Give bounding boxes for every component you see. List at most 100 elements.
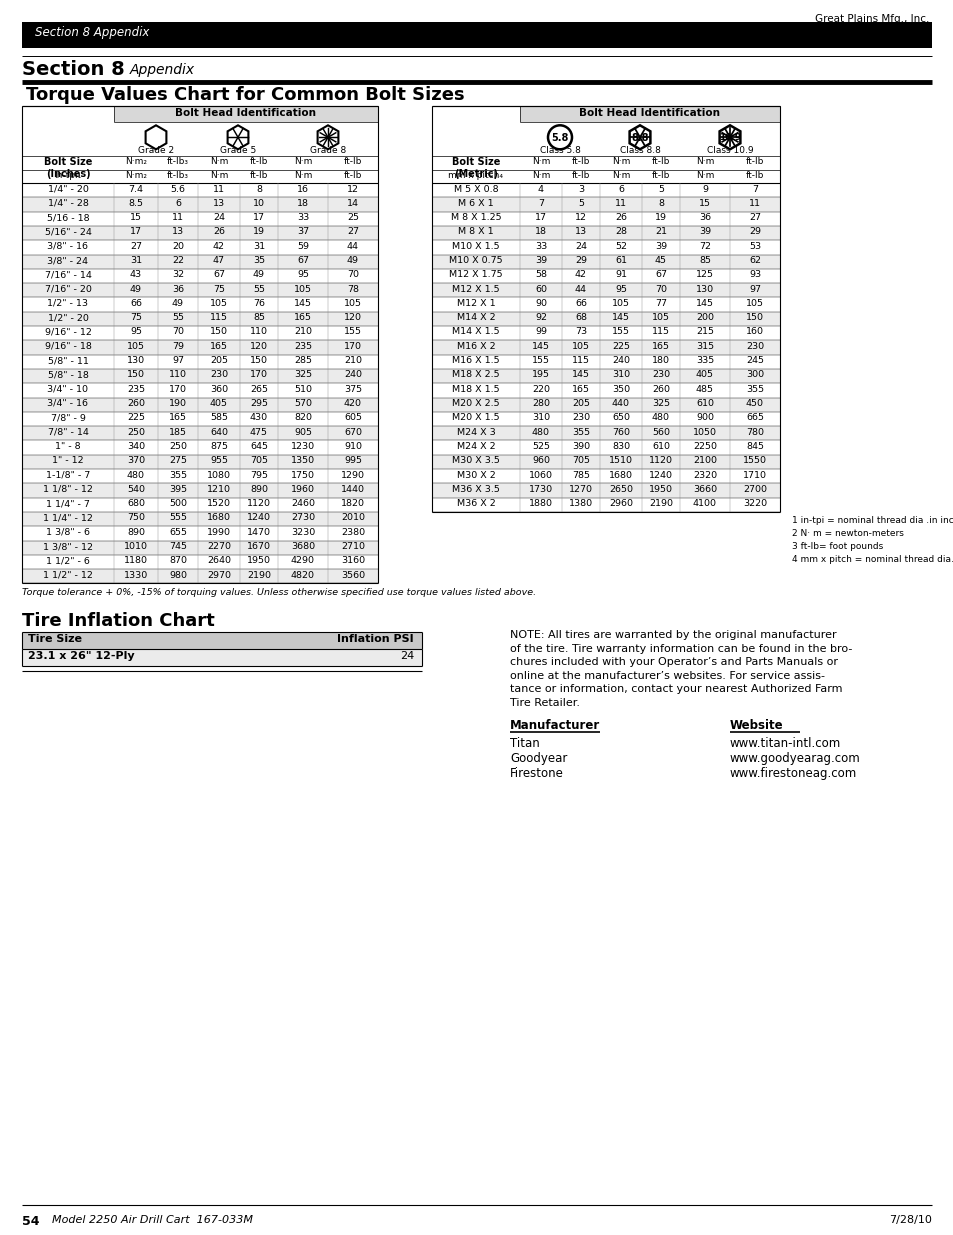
Text: 91: 91 — [615, 270, 626, 279]
Text: 7.4: 7.4 — [129, 184, 143, 194]
Text: 355: 355 — [572, 427, 590, 437]
Text: 215: 215 — [696, 327, 713, 336]
Bar — [22, 469, 377, 483]
Text: 1330: 1330 — [124, 571, 148, 579]
Text: 49: 49 — [130, 284, 142, 294]
Bar — [22, 441, 377, 454]
Text: 125: 125 — [696, 270, 713, 279]
Text: 7/16" - 20: 7/16" - 20 — [45, 284, 91, 294]
Text: 1350: 1350 — [291, 456, 314, 466]
Text: 785: 785 — [572, 471, 589, 479]
Text: 2010: 2010 — [340, 514, 365, 522]
Text: 665: 665 — [745, 414, 763, 422]
Text: 170: 170 — [344, 342, 361, 351]
Text: 120: 120 — [344, 314, 361, 322]
Text: 1520: 1520 — [207, 499, 231, 508]
Text: 155: 155 — [612, 327, 629, 336]
Text: M30 X 3.5: M30 X 3.5 — [452, 456, 499, 466]
Text: 1670: 1670 — [247, 542, 271, 551]
Text: 26: 26 — [213, 227, 225, 236]
Text: in-tpi₁: in-tpi₁ — [54, 170, 82, 180]
Bar — [22, 226, 377, 240]
Text: 1680: 1680 — [608, 471, 633, 479]
Text: 1680: 1680 — [207, 514, 231, 522]
Text: M10 X 1.5: M10 X 1.5 — [452, 242, 499, 251]
Text: M20 X 1.5: M20 X 1.5 — [452, 414, 499, 422]
Text: 105: 105 — [612, 299, 629, 308]
Text: 350: 350 — [611, 384, 629, 394]
Bar — [22, 326, 377, 341]
Text: 160: 160 — [745, 327, 763, 336]
Text: 225: 225 — [612, 342, 629, 351]
Bar — [22, 541, 377, 555]
Text: N·m: N·m — [531, 157, 550, 165]
Bar — [22, 498, 377, 511]
Text: M12 X 1.5: M12 X 1.5 — [452, 284, 499, 294]
Text: ft-lb: ft-lb — [571, 157, 590, 165]
Text: ft-lb: ft-lb — [745, 157, 763, 165]
Text: 145: 145 — [612, 314, 629, 322]
Text: 9/16" - 12: 9/16" - 12 — [45, 327, 91, 336]
Bar — [432, 341, 780, 354]
Text: 85: 85 — [699, 256, 710, 266]
Text: M 6 X 1: M 6 X 1 — [457, 199, 494, 207]
Text: 890: 890 — [127, 527, 145, 537]
Text: Grade 2: Grade 2 — [138, 147, 173, 156]
Bar — [432, 156, 780, 170]
Text: 62: 62 — [748, 256, 760, 266]
Text: 7: 7 — [751, 184, 758, 194]
Text: Titan: Titan — [510, 737, 539, 751]
Bar — [22, 526, 377, 541]
Text: 260: 260 — [127, 399, 145, 408]
Text: 605: 605 — [344, 414, 361, 422]
Text: 26: 26 — [615, 214, 626, 222]
Bar — [22, 298, 377, 311]
Text: 93: 93 — [748, 270, 760, 279]
Bar — [22, 555, 377, 569]
Bar — [432, 198, 780, 211]
Text: Inflation PSI: Inflation PSI — [337, 635, 414, 645]
Text: Manufacturer: Manufacturer — [510, 720, 599, 732]
Text: online at the manufacturer’s websites. For service assis-: online at the manufacturer’s websites. F… — [510, 671, 824, 680]
Text: 15: 15 — [130, 214, 142, 222]
Text: 310: 310 — [611, 370, 629, 379]
Text: M 8 X 1: M 8 X 1 — [457, 227, 494, 236]
Text: N·m: N·m — [294, 157, 312, 165]
Bar — [432, 226, 780, 240]
Text: 165: 165 — [294, 314, 312, 322]
Text: 1 1/2" - 6: 1 1/2" - 6 — [46, 556, 90, 566]
Text: 7: 7 — [537, 199, 543, 207]
Text: 1060: 1060 — [529, 471, 553, 479]
Bar — [113, 106, 377, 122]
Text: 750: 750 — [127, 514, 145, 522]
Text: 53: 53 — [748, 242, 760, 251]
Text: www.titan-intl.com: www.titan-intl.com — [729, 737, 841, 751]
Text: 1750: 1750 — [291, 471, 314, 479]
Text: 205: 205 — [572, 399, 589, 408]
Text: 1/4" - 20: 1/4" - 20 — [48, 184, 89, 194]
Bar — [432, 311, 780, 326]
Text: 285: 285 — [294, 356, 312, 366]
Text: 420: 420 — [344, 399, 361, 408]
Text: 240: 240 — [344, 370, 361, 379]
Text: 265: 265 — [250, 384, 268, 394]
Text: 68: 68 — [575, 314, 586, 322]
Text: Tire Inflation Chart: Tire Inflation Chart — [22, 613, 214, 630]
Text: 405: 405 — [210, 399, 228, 408]
Text: 500: 500 — [169, 499, 187, 508]
Text: 960: 960 — [532, 456, 550, 466]
Text: 780: 780 — [745, 427, 763, 437]
Text: 1/4" - 28: 1/4" - 28 — [48, 199, 89, 207]
Text: 1510: 1510 — [608, 456, 633, 466]
Text: 32: 32 — [172, 270, 184, 279]
Bar — [432, 240, 780, 254]
Text: 60: 60 — [535, 284, 546, 294]
Text: 21: 21 — [655, 227, 666, 236]
Text: 17: 17 — [535, 214, 546, 222]
Text: 2650: 2650 — [608, 485, 633, 494]
Text: 17: 17 — [130, 227, 142, 236]
Text: N·m: N·m — [611, 170, 630, 180]
Text: 980: 980 — [169, 571, 187, 579]
Text: Torque Values Chart for Common Bolt Sizes: Torque Values Chart for Common Bolt Size… — [26, 86, 464, 104]
Bar — [519, 106, 780, 122]
